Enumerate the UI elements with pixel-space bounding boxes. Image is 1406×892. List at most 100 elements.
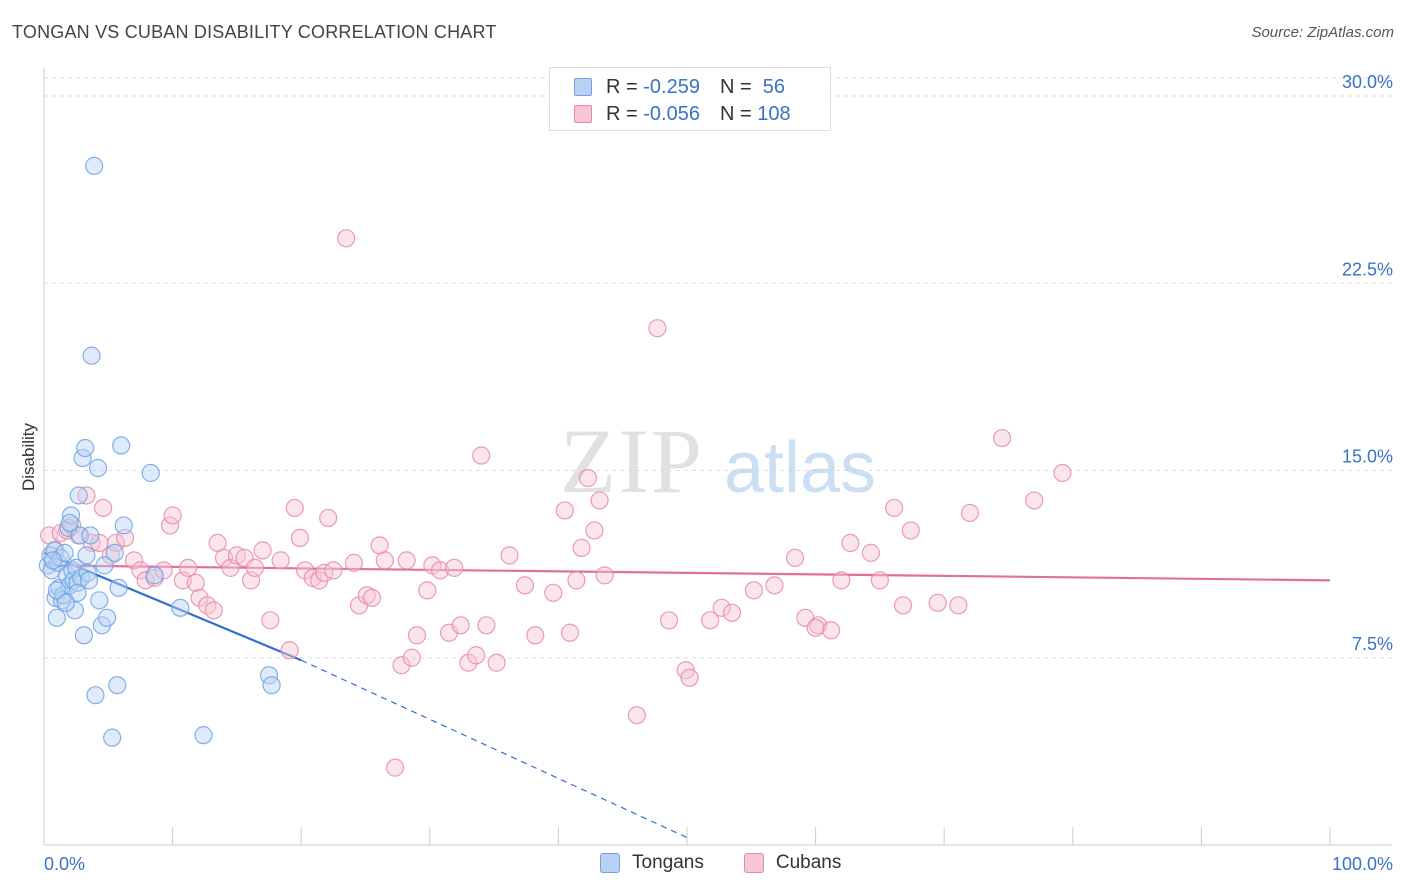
legend-r-label: R =	[606, 102, 644, 125]
data-point	[186, 573, 205, 592]
legend-swatch-tongans	[600, 853, 620, 873]
trend-line-cubans	[43, 564, 1331, 582]
data-point	[544, 583, 563, 602]
series-legend: Tongans Cubans	[600, 852, 881, 874]
watermark-atlas: atlas	[724, 428, 876, 508]
data-point	[466, 646, 486, 665]
data-point	[712, 598, 731, 617]
data-point	[526, 626, 545, 645]
data-point	[861, 543, 880, 562]
data-point	[79, 571, 99, 590]
data-point	[81, 526, 100, 545]
y-tick-label: 22.5%	[1342, 259, 1393, 279]
y-axis-title: Disability	[19, 422, 38, 491]
data-point	[893, 596, 913, 615]
watermark: ZIP atlas	[560, 410, 876, 512]
data-point	[103, 728, 122, 747]
data-point	[344, 553, 364, 572]
data-point	[114, 516, 133, 535]
data-point	[430, 561, 450, 580]
legend-label-cubans: Cubans	[775, 852, 842, 873]
data-point	[560, 623, 580, 642]
legend-n-label: N =	[719, 102, 758, 125]
legend-swatch-tongans	[574, 78, 592, 96]
legend-item-cubans: Cubans	[743, 852, 842, 874]
data-point	[627, 706, 646, 725]
data-point	[870, 571, 890, 590]
data-point	[290, 528, 310, 548]
legend-n-value: 56	[757, 75, 786, 98]
data-point	[319, 508, 338, 528]
data-point	[821, 621, 841, 640]
legend-r-value: -0.056	[643, 102, 700, 125]
y-tick-label: 15.0%	[1342, 447, 1393, 467]
data-point	[841, 533, 860, 553]
data-point	[477, 616, 496, 635]
data-point	[90, 591, 109, 610]
trend-lines	[43, 551, 1331, 839]
x-tick-label: 100.0%	[1332, 854, 1393, 874]
data-point	[47, 608, 66, 627]
data-point	[785, 548, 805, 567]
data-point	[648, 319, 667, 338]
stats-legend: R = -0.259 N = 56 R = -0.056 N = 108	[549, 67, 831, 131]
data-point	[472, 446, 491, 465]
data-point	[362, 588, 382, 607]
data-point	[337, 229, 356, 248]
data-point	[76, 438, 95, 458]
data-point	[451, 616, 470, 635]
data-point	[154, 561, 173, 580]
data-point	[397, 551, 416, 570]
source-label: Source: ZipAtlas.com	[1251, 24, 1394, 41]
trend-extension-tongans	[300, 659, 688, 839]
data-point	[61, 506, 81, 525]
data-point	[69, 486, 88, 505]
data-point	[56, 593, 75, 612]
legend-n-label: N =	[719, 75, 758, 98]
legend-swatch-cubans	[574, 105, 592, 123]
data-point	[131, 561, 150, 580]
data-point	[585, 521, 604, 540]
data-point	[884, 498, 904, 518]
data-point	[949, 596, 968, 615]
data-point	[992, 428, 1012, 448]
data-point	[145, 566, 164, 585]
data-point	[402, 648, 421, 667]
data-point	[194, 726, 213, 745]
data-point	[572, 538, 591, 557]
chart-title: TONGAN VS CUBAN DISABILITY CORRELATION C…	[12, 22, 497, 42]
x-tick-label: 0.0%	[44, 854, 85, 874]
legend-label-tongans: Tongans	[632, 852, 704, 873]
data-point	[171, 598, 190, 617]
data-point	[567, 571, 586, 590]
data-point	[765, 576, 784, 595]
data-point	[74, 626, 93, 645]
legend-r-value: -0.259	[643, 75, 700, 98]
data-point	[445, 558, 464, 577]
data-point	[204, 601, 223, 620]
data-point	[806, 618, 825, 637]
data-point	[190, 588, 209, 607]
data-point	[280, 641, 299, 660]
data-point	[744, 581, 763, 600]
data-point	[85, 156, 104, 176]
data-point	[88, 458, 108, 478]
data-point	[78, 563, 97, 582]
data-point	[245, 558, 265, 577]
data-point	[385, 758, 405, 777]
data-point	[262, 676, 281, 695]
data-point	[86, 686, 105, 705]
data-point	[95, 556, 114, 575]
data-point	[295, 561, 315, 580]
watermark-zip: ZIP	[560, 410, 704, 512]
data-point	[47, 581, 66, 600]
data-point	[459, 653, 478, 672]
x-tick-labels: 0.0% 100.0%	[44, 854, 1393, 874]
data-point	[928, 593, 947, 612]
data-point	[578, 468, 598, 488]
data-points	[38, 156, 1072, 777]
data-point	[832, 571, 851, 590]
data-point	[407, 626, 427, 645]
data-point	[109, 578, 128, 597]
